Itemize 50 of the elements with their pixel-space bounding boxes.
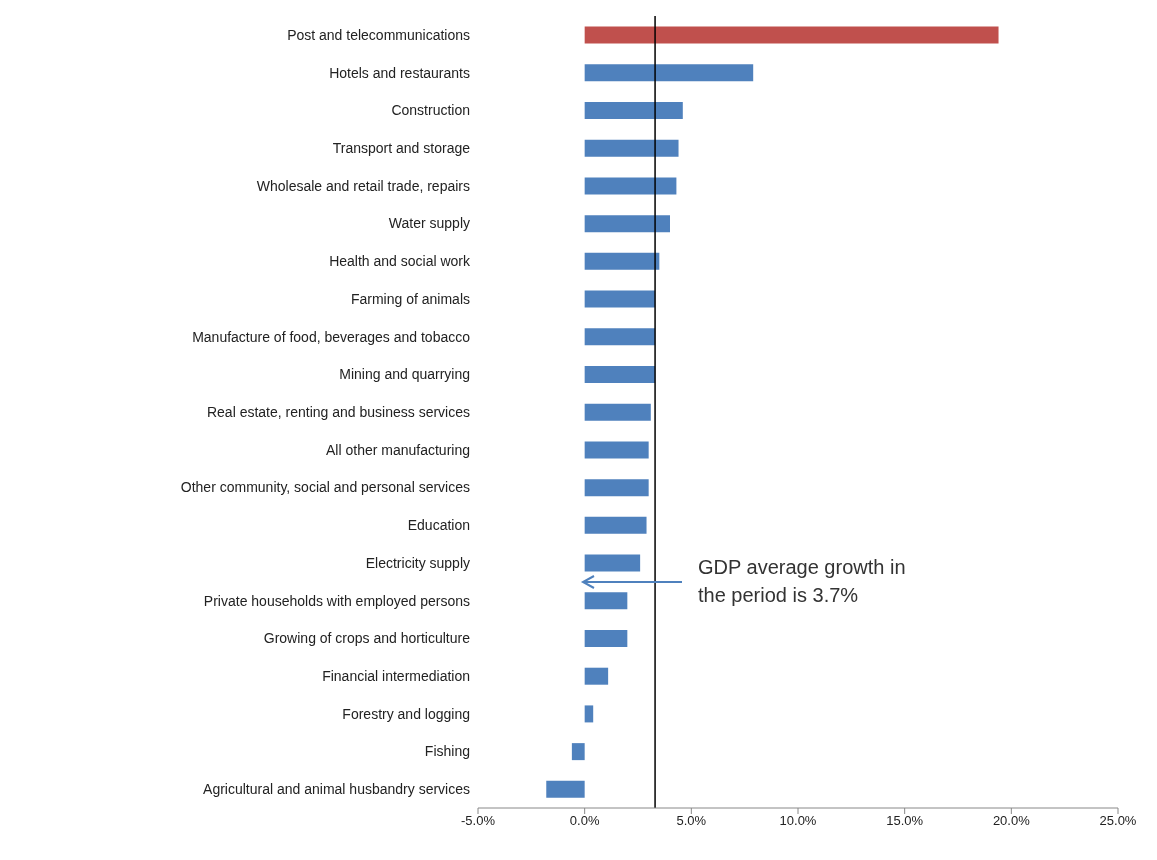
y-tick-label: Private households with employed persons (203, 592, 470, 609)
bar (584, 705, 594, 723)
bar (584, 365, 656, 383)
y-tick-label: Education (407, 517, 470, 534)
x-tick-label: 20.0% (992, 813, 1031, 829)
y-tick-label: Construction (391, 102, 470, 119)
y-tick-label: Transport and storage (332, 139, 471, 156)
y-tick-label: Hotels and restaurants (329, 64, 470, 81)
y-tick-label: Farming of animals (350, 290, 470, 307)
bar (584, 252, 660, 270)
x-tick-label: 5.0% (676, 813, 707, 829)
bar (584, 177, 677, 195)
y-tick-label: Growing of crops and horticulture (263, 630, 471, 647)
bar (584, 26, 999, 44)
y-tick-label: Forestry and logging (342, 705, 470, 722)
bar (584, 441, 649, 459)
annotation: GDP average growth in the period is 3.7% (698, 555, 906, 608)
bar (584, 64, 754, 82)
x-tick-label: 0.0% (569, 813, 600, 829)
bar (584, 215, 670, 233)
bar (584, 328, 656, 346)
bar (584, 516, 647, 534)
bar (571, 743, 585, 761)
bar (546, 780, 585, 798)
bar (584, 139, 679, 157)
y-tick-label: Fishing (424, 743, 470, 760)
y-tick-label: Real estate, renting and business services (206, 403, 470, 420)
bar (584, 101, 683, 119)
x-tick-label: 15.0% (886, 813, 924, 829)
y-tick-label: Health and social work (329, 253, 471, 270)
x-tick-label: -5.0% (461, 813, 496, 829)
y-tick-label: Wholesale and retail trade, repairs (256, 177, 470, 194)
y-tick-label: All other manufacturing (326, 441, 470, 458)
y-tick-label: Manufacture of food, beverages and tobacco (192, 328, 471, 345)
bar (584, 629, 628, 647)
bar (584, 290, 656, 308)
bar (584, 667, 609, 685)
y-tick-label: Water supply (388, 215, 470, 232)
y-tick-label: Post and telecommunications (287, 26, 470, 43)
bar (584, 554, 641, 572)
x-tick-label: 10.0% (779, 813, 817, 829)
y-tick-label: Other community, social and personal services (180, 479, 470, 496)
y-tick-label: Financial intermediation (322, 667, 470, 684)
y-tick-label: Agricultural and animal husbandry services (203, 781, 470, 798)
bar (584, 403, 651, 421)
y-tick-label: Mining and quarrying (339, 366, 470, 383)
y-tick-label: Electricity supply (365, 554, 470, 571)
bar (584, 592, 628, 610)
x-tick-label: 25.0% (1099, 813, 1137, 829)
bar (584, 479, 649, 497)
